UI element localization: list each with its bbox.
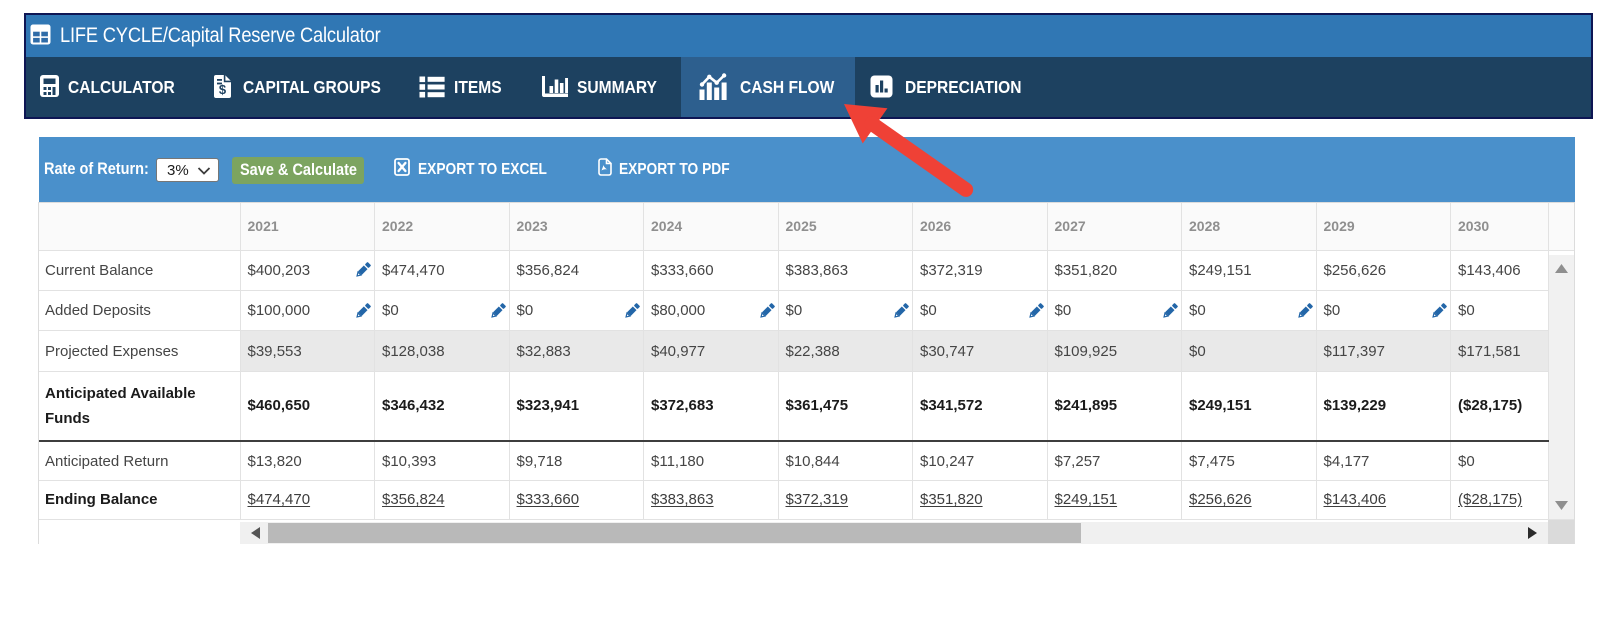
svg-text:$: $ bbox=[219, 82, 227, 97]
